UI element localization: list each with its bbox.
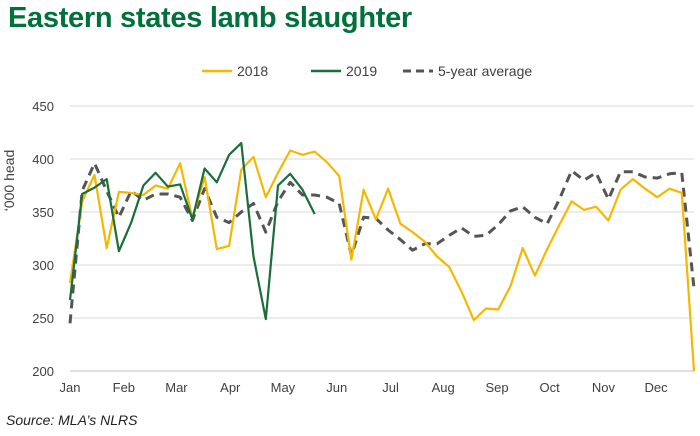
x-tick-label: Dec (645, 380, 669, 395)
series-line-2018 (68, 149, 696, 372)
y-tick-label: 200 (32, 364, 54, 379)
y-axis-ticks: 200 250 300 350 400 450 (32, 99, 54, 379)
x-tick-label: Jan (60, 380, 81, 395)
x-tick-label: Jun (326, 380, 347, 395)
x-tick-label: Apr (220, 380, 241, 395)
x-tick-label: Sep (485, 380, 508, 395)
y-tick-label: 250 (32, 311, 54, 326)
x-tick-label: Mar (165, 380, 188, 395)
x-axis-ticks: Jan Feb Mar Apr May Jun Jul Aug Sep Oct Nov Dec (60, 380, 669, 395)
gridlines (70, 105, 694, 319)
source-note: Source: MLA’s NLRS (6, 412, 138, 428)
x-tick-label: Nov (592, 380, 616, 395)
series-line-2019 (68, 142, 316, 321)
y-tick-label: 450 (32, 99, 54, 114)
y-axis-label: ‘000 head (1, 150, 17, 212)
y-tick-label: 300 (32, 258, 54, 273)
chart-title: Eastern states lamb slaughter (8, 2, 412, 34)
legend: 2018 2019 5-year average (202, 63, 532, 79)
series-line-5-year-average (68, 161, 696, 324)
x-tick-label: Oct (540, 380, 561, 395)
x-tick-label: May (271, 380, 296, 395)
legend-label: 5-year average (438, 63, 532, 79)
legend-label: 2019 (346, 63, 377, 79)
x-tick-label: Aug (432, 380, 455, 395)
series-lines (68, 142, 696, 372)
x-tick-label: Feb (113, 380, 135, 395)
y-tick-label: 350 (32, 205, 54, 220)
x-tick-label: Jul (382, 380, 399, 395)
legend-label: 2018 (237, 63, 268, 79)
y-tick-label: 400 (32, 152, 54, 167)
